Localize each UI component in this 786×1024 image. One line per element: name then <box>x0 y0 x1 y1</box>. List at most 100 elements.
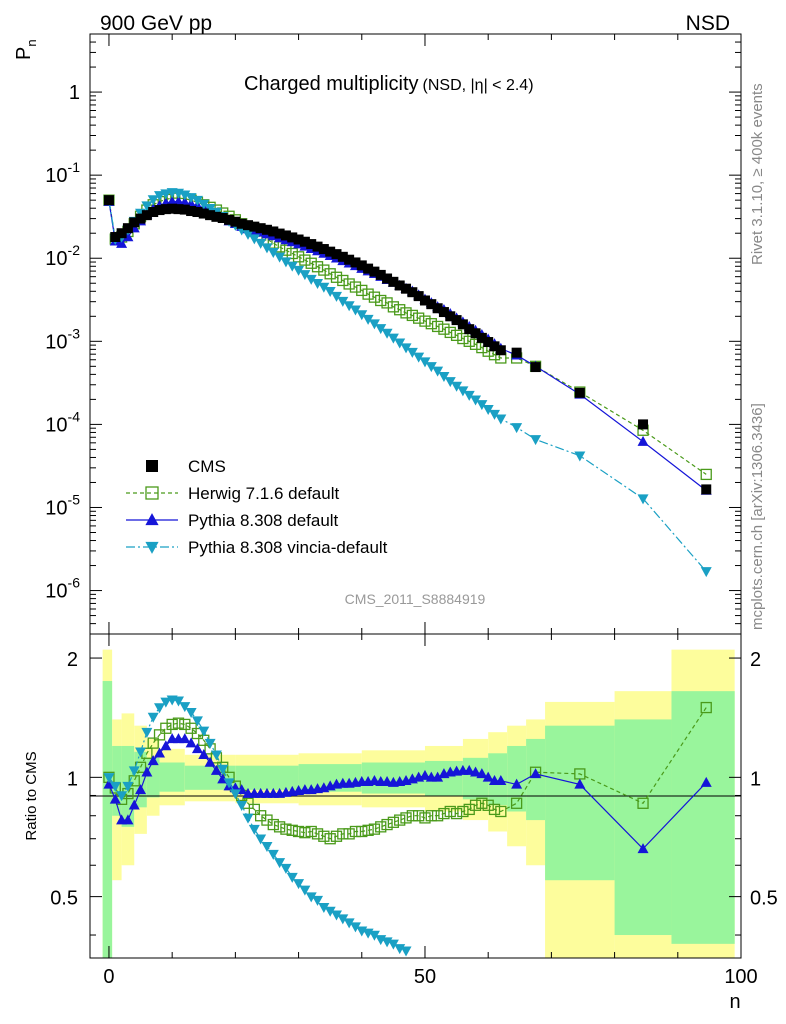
ratio-tick-labels: 0.5 0.5 1 1 2 2 <box>50 649 778 910</box>
data-point <box>381 297 393 309</box>
band-inner <box>545 725 615 881</box>
data-point <box>419 315 431 327</box>
data-point <box>463 335 475 347</box>
data-point <box>375 294 387 307</box>
ratio-point <box>198 749 210 760</box>
data-point <box>274 228 285 239</box>
data-point <box>122 223 133 234</box>
data-point <box>511 347 522 358</box>
ratio-point <box>469 799 482 811</box>
data-point <box>230 216 241 227</box>
y-tick-label: 10-1 <box>45 159 80 187</box>
band-inner <box>462 757 489 800</box>
data-point <box>419 357 431 368</box>
data-point <box>700 567 712 578</box>
data-point <box>400 307 412 319</box>
data-point <box>574 451 586 462</box>
data-point <box>483 337 494 348</box>
data-point <box>280 230 291 241</box>
data-point <box>306 239 317 250</box>
data-point <box>407 287 418 298</box>
data-point <box>413 312 425 324</box>
data-point <box>179 190 191 201</box>
ratio-point <box>510 797 523 809</box>
legend-entry-pythia-8-308-default: Pythia 8.308 default <box>126 511 339 530</box>
ratio-point <box>153 729 166 741</box>
ratio-point <box>128 799 140 810</box>
data-point <box>470 395 482 406</box>
ratio-point <box>141 727 153 738</box>
data-point <box>236 218 247 229</box>
data-point <box>344 254 355 265</box>
data-point <box>305 274 317 285</box>
data-point <box>387 333 399 344</box>
data-point <box>495 345 506 356</box>
data-point <box>406 347 418 358</box>
x-tick-label: 0 <box>103 966 114 988</box>
legend-marker <box>145 513 159 526</box>
data-point <box>432 303 443 314</box>
ratio-point <box>438 807 450 820</box>
ratio-point <box>530 768 542 779</box>
ratio-point <box>318 830 330 842</box>
ratio-point <box>198 726 210 737</box>
ratio-point <box>135 747 147 758</box>
ratio-point <box>343 918 355 929</box>
data-point <box>343 278 355 290</box>
ratio-point <box>286 872 298 883</box>
data-point <box>362 314 374 325</box>
data-point <box>368 319 380 330</box>
ratio-point <box>343 828 355 840</box>
data-point <box>205 210 216 221</box>
data-point <box>426 299 437 310</box>
data-point <box>438 307 449 318</box>
data-point <box>489 409 501 420</box>
ratio-point <box>476 768 488 779</box>
data-point <box>406 309 418 322</box>
data-point <box>167 203 178 214</box>
data-point <box>350 257 361 268</box>
ratio-point <box>116 791 128 802</box>
ratio-point <box>210 764 222 775</box>
data-point <box>451 315 462 326</box>
ratio-point <box>574 778 586 789</box>
ratio-point <box>242 813 254 824</box>
series-cms <box>103 195 712 495</box>
ratio-axis-label: Ratio to CMS <box>23 751 40 840</box>
mcplots-label: mcplots.cern.ch [arXiv:1306.3436] <box>749 403 766 630</box>
ratio-point <box>419 769 431 780</box>
data-point <box>198 208 209 219</box>
ratio-tick-label: 1 <box>67 768 78 790</box>
ratio-point <box>280 863 292 874</box>
data-point <box>299 254 311 266</box>
x-axis-label: n <box>729 991 740 1013</box>
chart-title: Charged multiplicity (NSD, |η| < 2.4) <box>244 73 534 95</box>
ratio-point <box>179 733 191 744</box>
ratio-point <box>109 781 121 792</box>
ratio-point <box>293 879 305 890</box>
data-point <box>135 213 146 224</box>
data-point <box>267 248 279 259</box>
data-point <box>286 261 298 272</box>
data-point <box>287 232 298 243</box>
ratio-point <box>109 793 121 804</box>
ratio-point <box>160 722 172 734</box>
data-point <box>129 217 140 228</box>
ratio-point <box>172 696 184 707</box>
data-point <box>419 295 430 306</box>
ratio-tick-label-right: 0.5 <box>750 888 778 910</box>
data-point <box>637 435 649 446</box>
y-tick-label: 10-3 <box>45 325 80 353</box>
legend-marker <box>146 460 158 472</box>
data-point <box>382 273 393 284</box>
ratio-point <box>337 828 349 840</box>
data-point <box>394 280 405 291</box>
y-tick-label: 10-4 <box>45 408 80 436</box>
data-point <box>160 189 172 200</box>
data-point <box>255 223 266 234</box>
data-point <box>394 338 406 349</box>
data-point <box>160 204 171 215</box>
data-point <box>401 283 412 294</box>
data-point <box>425 318 437 330</box>
data-point <box>186 206 197 217</box>
